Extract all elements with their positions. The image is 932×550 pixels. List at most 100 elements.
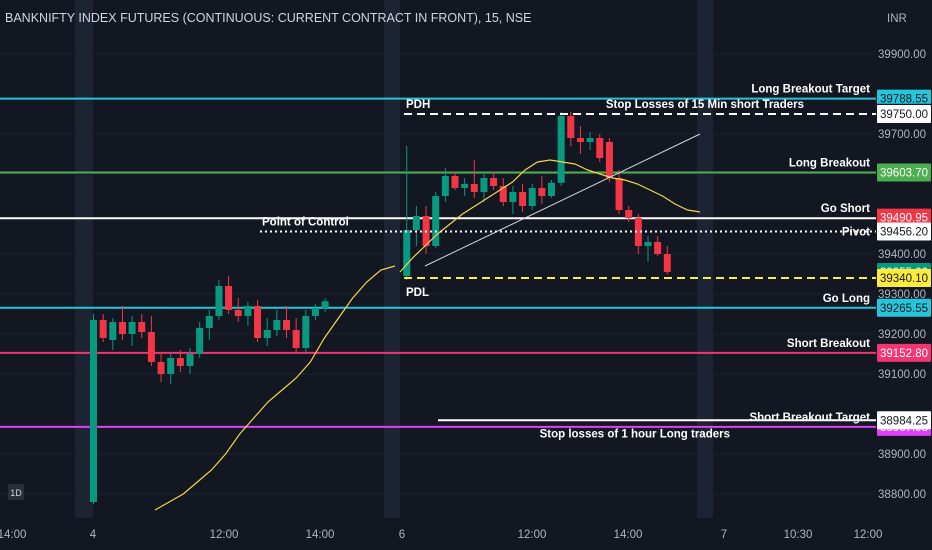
candle-22	[302, 316, 310, 348]
x-tick-7: 7	[721, 529, 727, 541]
candle-48	[625, 210, 633, 218]
price-tag-3: 39265.55	[880, 303, 928, 315]
trendline	[424, 133, 701, 267]
candle-16	[244, 306, 252, 316]
candle-8	[167, 358, 175, 374]
candle-45	[596, 138, 604, 158]
price-tag-9: 39456.20	[880, 227, 928, 239]
candle-46	[605, 142, 613, 178]
candle-44	[586, 138, 594, 142]
candle-43	[576, 138, 584, 142]
candle-3	[118, 322, 126, 334]
session-band-1	[384, 0, 400, 518]
candle-6	[147, 332, 155, 362]
interval-badge[interactable]: 1D	[8, 484, 24, 500]
candle-49	[634, 218, 642, 246]
stop-losses-short-label: Stop Losses of 15 Min short Traders	[606, 99, 804, 111]
price-tag-0: 39788.55	[880, 94, 928, 106]
x-tick-2: 12:00	[210, 529, 239, 541]
candle-37	[519, 192, 527, 206]
price-tag-bg-11	[877, 268, 931, 287]
candle-28	[432, 196, 440, 246]
candle-40	[548, 182, 555, 196]
price-tag-bg-4	[877, 343, 931, 362]
candle-24	[321, 301, 329, 308]
chart-title: BANKNIFTY INDEX FUTURES (CONTINUOUS: CUR…	[5, 11, 531, 25]
stop-losses-long-label: Stop losses of 1 hour Long traders	[540, 428, 730, 440]
y-tick-3: 39400.00	[878, 249, 926, 261]
x-tick-1: 4	[90, 529, 97, 541]
level-label-short-breakout-target: Short Breakout Target	[749, 412, 870, 424]
candle-19	[273, 320, 281, 330]
y-tick-0: 39900.00	[878, 49, 926, 61]
candle-39	[538, 188, 546, 196]
candle-10	[186, 354, 194, 366]
level-label-long-breakout-target: Long Breakout Target	[751, 84, 870, 96]
candle-7	[157, 362, 165, 374]
x-tick-6: 14:00	[614, 529, 643, 541]
candle-4	[128, 322, 136, 334]
level-label-long-breakout: Long Breakout	[789, 158, 870, 170]
x-tick-8: 10:30	[784, 529, 813, 541]
x-tick-0: 14:00	[0, 529, 26, 541]
candle-1	[99, 320, 107, 338]
price-tag-11: 39340.10	[880, 273, 928, 285]
price-tag-bg-7	[877, 105, 931, 123]
candle-12	[205, 316, 213, 328]
candle-35	[499, 186, 507, 202]
candle-21	[292, 330, 300, 348]
vwap-line-session2	[399, 159, 701, 273]
candle-15	[234, 310, 242, 316]
level-label-go-long: Go Long	[823, 293, 870, 305]
y-tick-1: 39700.00	[878, 129, 926, 141]
session-band-0	[75, 0, 93, 518]
pdh-label: PDH	[406, 99, 430, 111]
candle-18	[263, 330, 271, 338]
candle-11	[196, 328, 204, 354]
candle-29	[441, 176, 449, 196]
candle-20	[283, 320, 290, 330]
x-tick-4: 6	[399, 529, 405, 541]
candle-23	[311, 308, 319, 316]
price-tag-bg-8	[877, 208, 931, 227]
price-tag-bg-1	[877, 163, 931, 182]
currency-label: INR	[887, 13, 907, 25]
candle-13	[215, 286, 223, 316]
y-tick-5: 39200.00	[878, 329, 926, 341]
candle-42	[567, 116, 575, 138]
candle-17	[254, 306, 262, 338]
price-tag-12: 38984.25	[880, 415, 928, 427]
x-tick-3: 14:00	[306, 529, 335, 541]
level-label-go-short: Go Short	[821, 203, 870, 215]
candle-5	[138, 322, 146, 332]
price-tag-bg-9	[877, 222, 931, 241]
candle-25	[403, 230, 411, 276]
candle-47	[615, 178, 623, 210]
candle-26	[412, 216, 420, 230]
price-tag-1: 39603.70	[880, 168, 928, 180]
candle-14	[225, 286, 233, 310]
candle-31	[461, 184, 469, 188]
poc-label: Point of Control	[262, 217, 349, 229]
candle-0	[90, 320, 97, 502]
candle-9	[176, 358, 184, 366]
candle-30	[451, 176, 459, 188]
price-tag-7: 39750.00	[880, 109, 928, 121]
time-axis-background	[0, 518, 876, 550]
candle-32	[470, 184, 478, 192]
candle-51	[654, 242, 662, 254]
pivot-label: Pivot	[842, 227, 870, 239]
candle-50	[644, 242, 652, 246]
candle-33	[480, 178, 488, 192]
y-tick-7: 38900.00	[878, 449, 926, 461]
price-tag-bg-3	[877, 298, 931, 317]
candle-38	[528, 188, 536, 206]
y-tick-8: 38800.00	[878, 489, 926, 501]
candle-34	[490, 178, 498, 186]
pdl-label: PDL	[406, 287, 429, 299]
interval-badge-label: 1D	[10, 488, 22, 498]
y-tick-6: 39100.00	[878, 369, 926, 381]
